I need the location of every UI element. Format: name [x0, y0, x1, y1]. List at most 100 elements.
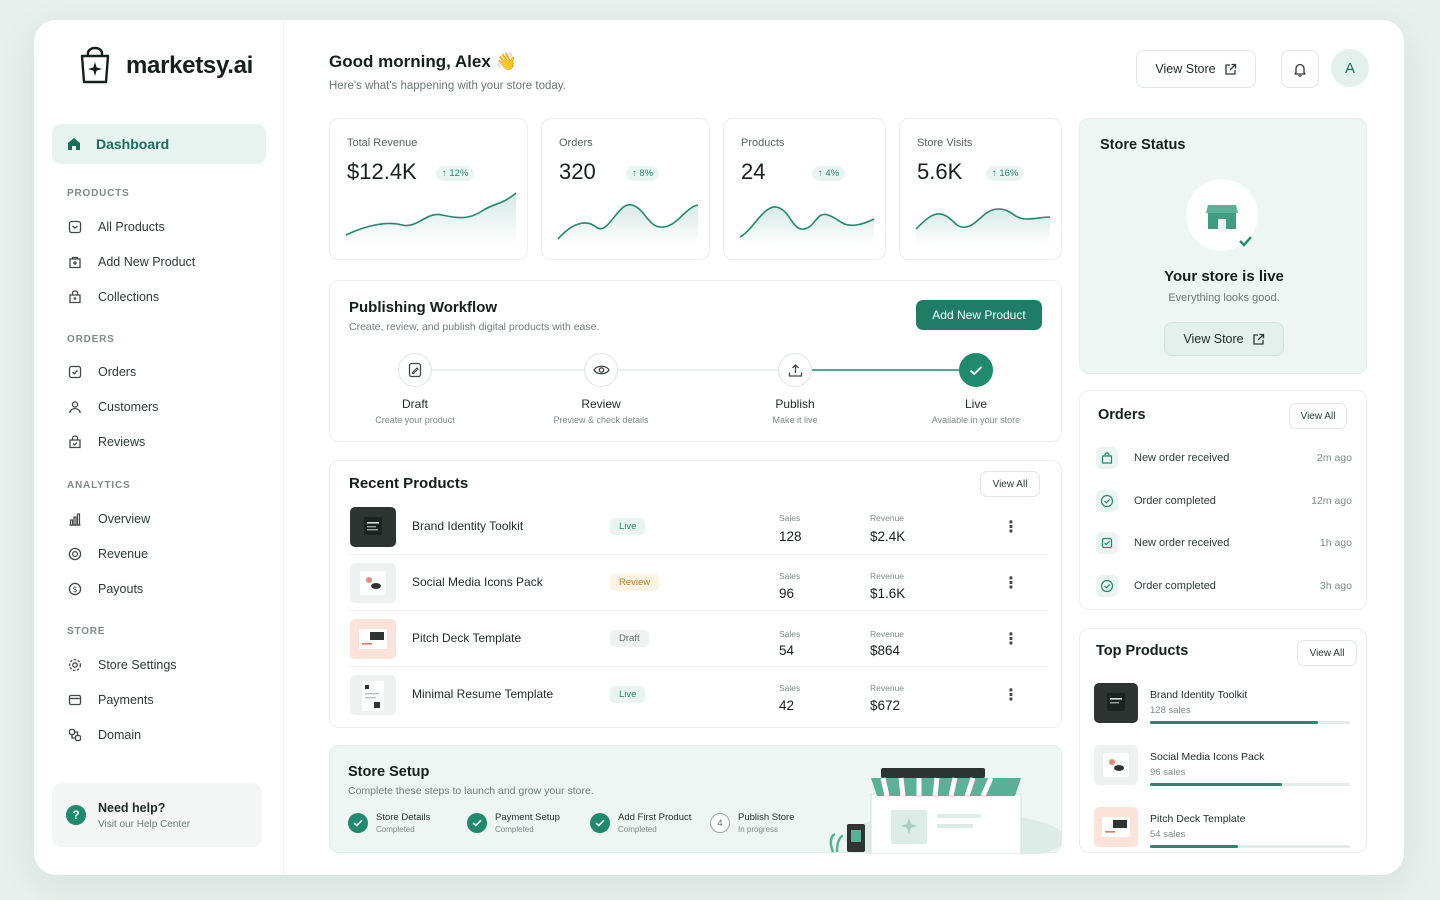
sidebar-item-collections[interactable]: Collections	[67, 287, 159, 307]
receipt-icon	[1096, 532, 1118, 554]
setup-step-add-first-product[interactable]: Add First Product Completed	[590, 812, 691, 834]
stat-value: 5.6K	[917, 159, 963, 184]
sidebar-item-store-settings[interactable]: Store Settings	[67, 655, 177, 675]
setup-step-publish-store[interactable]: 4 Publish Store In progress	[710, 812, 795, 834]
revenue-value: $672	[870, 698, 901, 713]
list-item[interactable]: Order completed 12m ago	[1096, 489, 1352, 513]
bag-icon	[1096, 447, 1118, 469]
list-item[interactable]: New order received 2m ago	[1096, 446, 1352, 470]
stat-change-badge: ↑ 12%	[436, 166, 475, 181]
workflow-step-live[interactable]: Live Available in your store	[906, 353, 1046, 425]
order-time: 1h ago	[1319, 537, 1352, 549]
workflow-connector	[415, 369, 985, 371]
list-item[interactable]: Brand Identity Toolkit 128 sales	[1094, 683, 1354, 727]
workflow-step-name: Review	[581, 397, 621, 411]
avatar[interactable]: A	[1331, 49, 1369, 87]
table-row[interactable]: Social Media Icons Pack Review Sales 96 …	[348, 559, 1048, 611]
workflow-step-name: Draft	[401, 397, 428, 411]
orders-view-all-button[interactable]: View All	[1289, 403, 1347, 429]
add-new-product-button[interactable]: Add New Product	[916, 300, 1042, 330]
store-setup-title: Store Setup	[348, 764, 430, 780]
sidebar-item-dashboard[interactable]: Dashboard	[52, 124, 266, 164]
check-circle-icon	[348, 813, 368, 833]
bag-logo-icon	[80, 46, 110, 84]
stat-label: Total Revenue	[347, 137, 418, 149]
setup-step-store-details[interactable]: Store Details Completed	[348, 812, 430, 834]
workflow-step-name: Publish	[775, 397, 815, 411]
status-badge: Live	[610, 686, 646, 703]
list-item[interactable]: Pitch Deck Template 54 sales	[1094, 807, 1354, 851]
product-thumbnail	[350, 563, 396, 603]
workflow-step-draft[interactable]: Draft Create your product	[345, 353, 485, 425]
workflow-step-review[interactable]: Review Preview & check details	[531, 353, 671, 425]
coin-icon	[67, 547, 82, 562]
help-link[interactable]: Visit our Help Center	[98, 818, 191, 830]
store-setup-subtitle: Complete these steps to launch and grow …	[348, 785, 594, 797]
check-circle-icon	[467, 813, 487, 833]
list-item[interactable]: Social Media Icons Pack 96 sales	[1094, 745, 1354, 789]
revenue-value: $864	[870, 643, 901, 658]
sales-label: Sales	[779, 571, 801, 581]
view-store-button[interactable]: View Store	[1136, 50, 1256, 88]
list-item[interactable]: New order received 1h ago	[1096, 531, 1352, 555]
sidebar-item-payments[interactable]: Payments	[67, 690, 154, 710]
help-card[interactable]: ? Need help? Visit our Help Center	[52, 783, 262, 847]
stat-label: Store Visits	[917, 137, 973, 149]
sidebar-item-orders[interactable]: Orders	[67, 362, 136, 382]
sidebar-item-payouts[interactable]: $ Payouts	[67, 579, 143, 599]
step-number: 4	[710, 813, 730, 833]
sidebar-item-add-new-product[interactable]: Add New Product	[67, 252, 195, 272]
order-event: New order received	[1134, 537, 1230, 549]
table-row[interactable]: Minimal Resume Template Live Sales 42 Re…	[348, 671, 1048, 723]
stat-change-badge: ↑ 8%	[626, 166, 660, 181]
revenue-value: $2.4K	[870, 529, 906, 544]
brand-name: marketsy.ai	[126, 52, 254, 79]
sales-progress-track	[1150, 721, 1350, 724]
more-options-icon[interactable]: ⋮	[1003, 687, 1019, 704]
revenue-label: Revenue	[870, 571, 905, 581]
store-status-view-store-button[interactable]: View Store	[1164, 322, 1284, 356]
sidebar-item-all-products[interactable]: All Products	[67, 217, 165, 237]
status-badge: Live	[610, 518, 646, 535]
list-item[interactable]: Order completed 3h ago	[1096, 574, 1352, 598]
sales-progress-fill	[1150, 783, 1282, 786]
recent-view-all-button[interactable]: View All	[980, 471, 1040, 497]
box-icon	[67, 220, 82, 235]
table-row[interactable]: Brand Identity Toolkit Live Sales 128 Re…	[348, 503, 1048, 555]
table-row[interactable]: Pitch Deck Template Draft Sales 54 Reven…	[348, 615, 1048, 667]
top-products-title: Top Products	[1096, 643, 1189, 659]
setup-step-payment-setup[interactable]: Payment Setup Completed	[467, 812, 560, 834]
check-circle-icon	[590, 813, 610, 833]
store-live-icon	[1186, 179, 1258, 251]
more-options-icon[interactable]: ⋮	[1003, 575, 1019, 592]
notifications-button[interactable]	[1281, 50, 1319, 88]
sidebar-item-overview[interactable]: Overview	[67, 509, 150, 529]
more-options-icon[interactable]: ⋮	[1003, 519, 1019, 536]
store-live-sub: Everything looks good.	[1168, 292, 1280, 304]
app-window: marketsy.ai Dashboard PRODUCTS All Produ…	[34, 20, 1404, 875]
more-options-icon[interactable]: ⋮	[1003, 631, 1019, 648]
workflow-step-publish[interactable]: Publish Make it live	[725, 353, 865, 425]
sidebar-item-domain[interactable]: Domain	[67, 725, 141, 745]
sales-value: 54	[779, 643, 795, 658]
order-time: 12m ago	[1311, 495, 1352, 507]
stat-change-badge: ↑ 16%	[986, 166, 1025, 181]
brand[interactable]: marketsy.ai	[74, 46, 253, 86]
order-event: Order completed	[1134, 580, 1216, 592]
upload-icon	[778, 353, 812, 387]
review-icon	[67, 435, 82, 450]
orders-card: Orders View All New order received 2m ag…	[1079, 390, 1367, 610]
sidebar-item-customers[interactable]: Customers	[67, 397, 158, 417]
sidebar-item-revenue[interactable]: Revenue	[67, 544, 148, 564]
order-time: 3h ago	[1319, 580, 1352, 592]
top-product-sales: 128 sales	[1150, 705, 1191, 716]
setup-step-status: Completed	[376, 825, 415, 834]
gear-icon	[67, 658, 82, 673]
setup-step-status: In progress	[738, 825, 779, 834]
top-product-name: Pitch Deck Template	[1150, 813, 1246, 825]
view-store-label: View Store	[1183, 332, 1244, 346]
top-products-view-all-button[interactable]: View All	[1297, 640, 1357, 666]
sidebar-item-reviews[interactable]: Reviews	[67, 432, 145, 452]
top-product-sales: 96 sales	[1150, 767, 1186, 778]
product-name: Brand Identity Toolkit	[412, 519, 524, 533]
